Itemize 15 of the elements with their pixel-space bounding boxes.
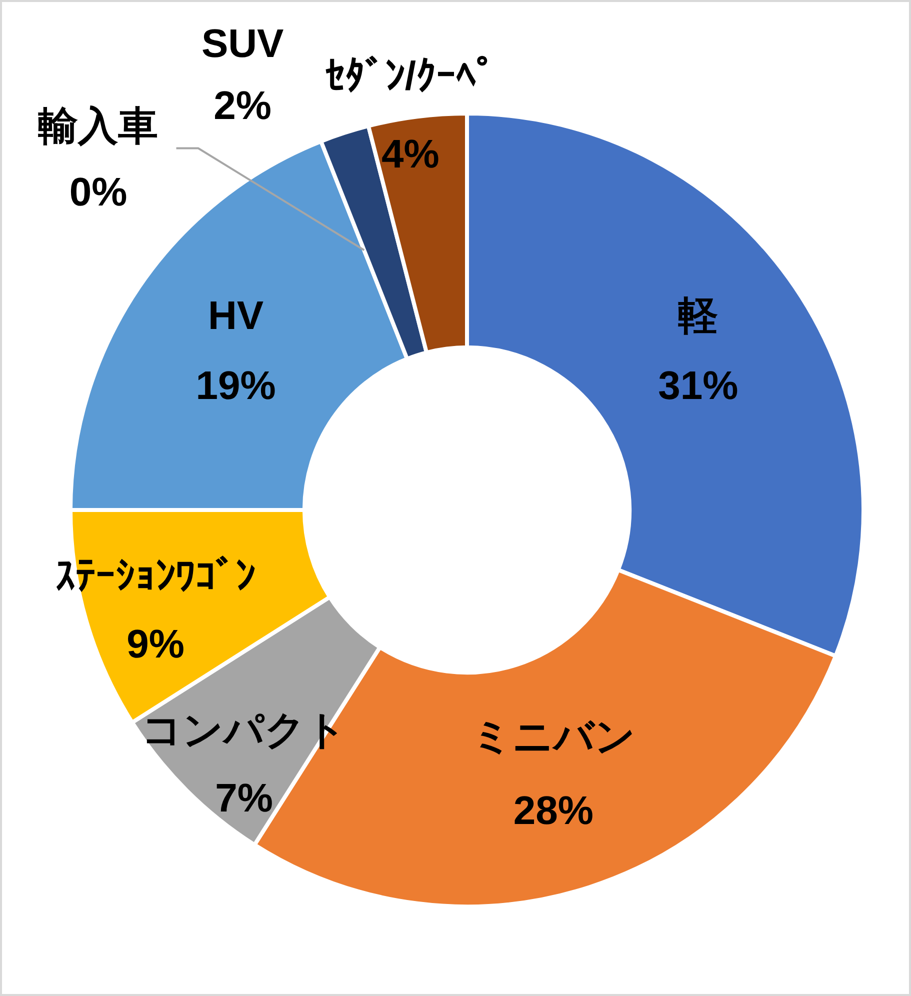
slice-label: ミニバン bbox=[471, 714, 636, 759]
data-label: 19% bbox=[196, 364, 276, 408]
slice-label: コンパクト bbox=[142, 708, 347, 752]
text: 0% bbox=[69, 170, 128, 214]
data-label: 7% bbox=[215, 776, 273, 820]
data-label: 4% bbox=[382, 132, 440, 177]
data-label: 31% bbox=[658, 364, 738, 408]
data-label: 9% bbox=[126, 622, 184, 666]
slice-label: SUV bbox=[201, 22, 284, 66]
data-label: 2% bbox=[214, 84, 272, 128]
slice-label: HV bbox=[208, 294, 264, 338]
category-label: 輸入車 bbox=[38, 104, 158, 148]
data-label: 28% bbox=[513, 788, 594, 833]
slice-label: ｾﾀﾞﾝ/ｸｰﾍﾟ bbox=[324, 54, 496, 99]
slice-label: 軽 bbox=[678, 294, 718, 338]
